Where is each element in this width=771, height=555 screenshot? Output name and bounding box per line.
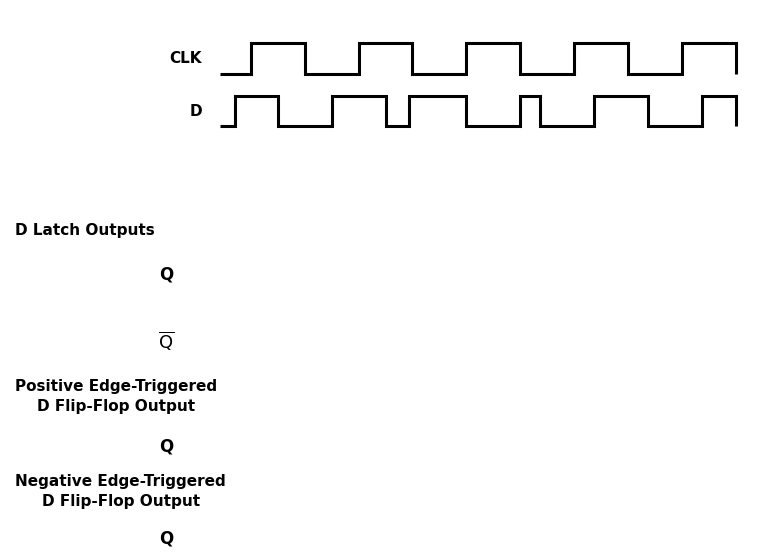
Text: Q: Q [159,529,173,547]
Text: D Latch Outputs: D Latch Outputs [15,223,155,238]
Text: Q: Q [159,438,173,456]
Text: Negative Edge-Triggered
D Flip-Flop Output: Negative Edge-Triggered D Flip-Flop Outp… [15,474,226,508]
Text: Positive Edge-Triggered
D Flip-Flop Output: Positive Edge-Triggered D Flip-Flop Outp… [15,380,217,414]
Text: $\overline{\mathrm{Q}}$: $\overline{\mathrm{Q}}$ [158,330,173,353]
Text: CLK: CLK [170,51,202,66]
Text: D: D [190,103,202,119]
Text: Q: Q [159,266,173,284]
